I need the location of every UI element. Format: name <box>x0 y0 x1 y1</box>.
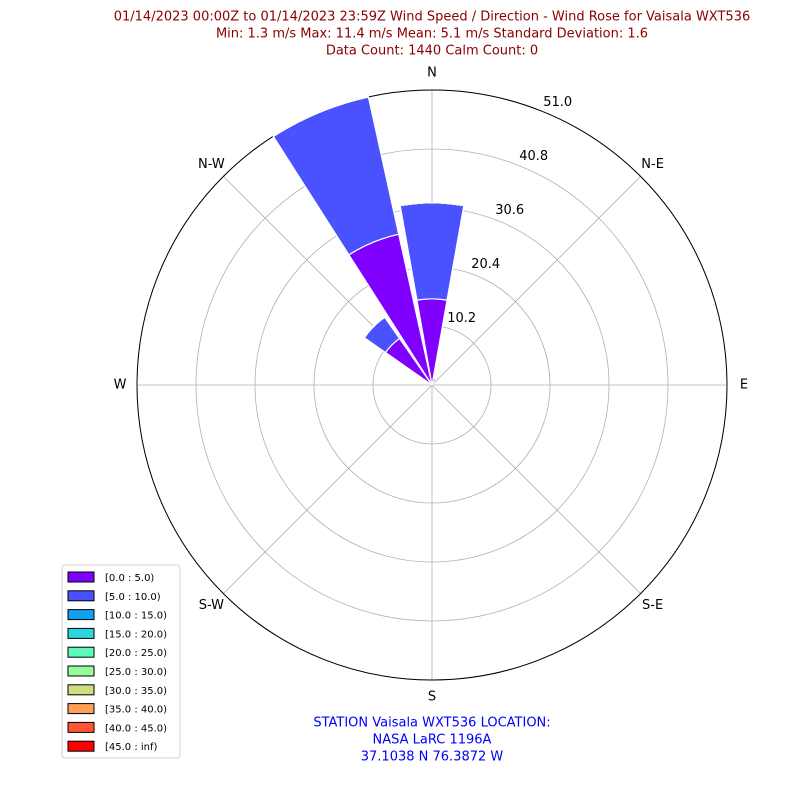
wind-bar <box>363 316 385 338</box>
polar-frame <box>136 89 728 681</box>
legend-label: [45.0 : inf) <box>105 742 158 753</box>
legend-label: [5.0 : 10.0) <box>105 592 161 603</box>
wind-bar <box>272 96 400 256</box>
r-tick-label: 30.6 <box>495 203 524 218</box>
direction-label: N-E <box>641 157 664 172</box>
r-tick-label: 10.2 <box>447 311 476 326</box>
legend-swatch <box>67 684 95 696</box>
legend-label: [10.0 : 15.0) <box>105 611 167 622</box>
legend-label: [15.0 : 20.0) <box>105 629 167 640</box>
legend-label: [0.0 : 5.0) <box>105 573 154 584</box>
legend-swatch <box>67 590 95 602</box>
r-tick-label: 51.0 <box>543 95 572 110</box>
direction-label: S-E <box>642 598 663 613</box>
direction-label: S-W <box>199 598 224 613</box>
legend-swatch <box>67 627 95 639</box>
station-info: STATION Vaisala WXT536 LOCATION: <box>313 716 550 731</box>
legend-swatch <box>67 609 95 621</box>
grid-circle <box>195 148 669 622</box>
direction-label: E <box>740 378 748 393</box>
legend-label: [25.0 : 30.0) <box>105 667 167 678</box>
legend-swatch <box>67 703 95 715</box>
chart-title: Data Count: 1440 Calm Count: 0 <box>326 44 538 59</box>
radial-grid-line <box>431 384 641 594</box>
station-info: 37.1038 N 76.3872 W <box>361 750 504 765</box>
r-tick-label: 40.8 <box>519 149 548 164</box>
chart-title: 01/14/2023 00:00Z to 01/14/2023 23:59Z W… <box>114 10 751 25</box>
legend-label: [40.0 : 45.0) <box>105 723 167 734</box>
legend-swatch <box>67 646 95 658</box>
legend-label: [20.0 : 25.0) <box>105 648 167 659</box>
direction-label: W <box>114 378 127 393</box>
direction-label: N-W <box>198 157 225 172</box>
station-info: NASA LaRC 1196A <box>373 733 492 748</box>
legend-swatch <box>67 721 95 733</box>
radial-grid-line <box>223 384 433 594</box>
legend-label: [35.0 : 40.0) <box>105 705 167 716</box>
legend-swatch <box>67 665 95 677</box>
legend-label: [30.0 : 35.0) <box>105 686 167 697</box>
chart-title: Min: 1.3 m/s Max: 11.4 m/s Mean: 5.1 m/s… <box>216 27 648 42</box>
direction-label: N <box>427 66 437 81</box>
legend-swatch <box>67 571 95 583</box>
wind-bar <box>400 202 464 207</box>
legend-swatch <box>67 740 95 752</box>
radial-grid-line <box>431 176 641 386</box>
r-tick-label: 20.4 <box>471 257 500 272</box>
direction-label: S <box>428 690 436 705</box>
